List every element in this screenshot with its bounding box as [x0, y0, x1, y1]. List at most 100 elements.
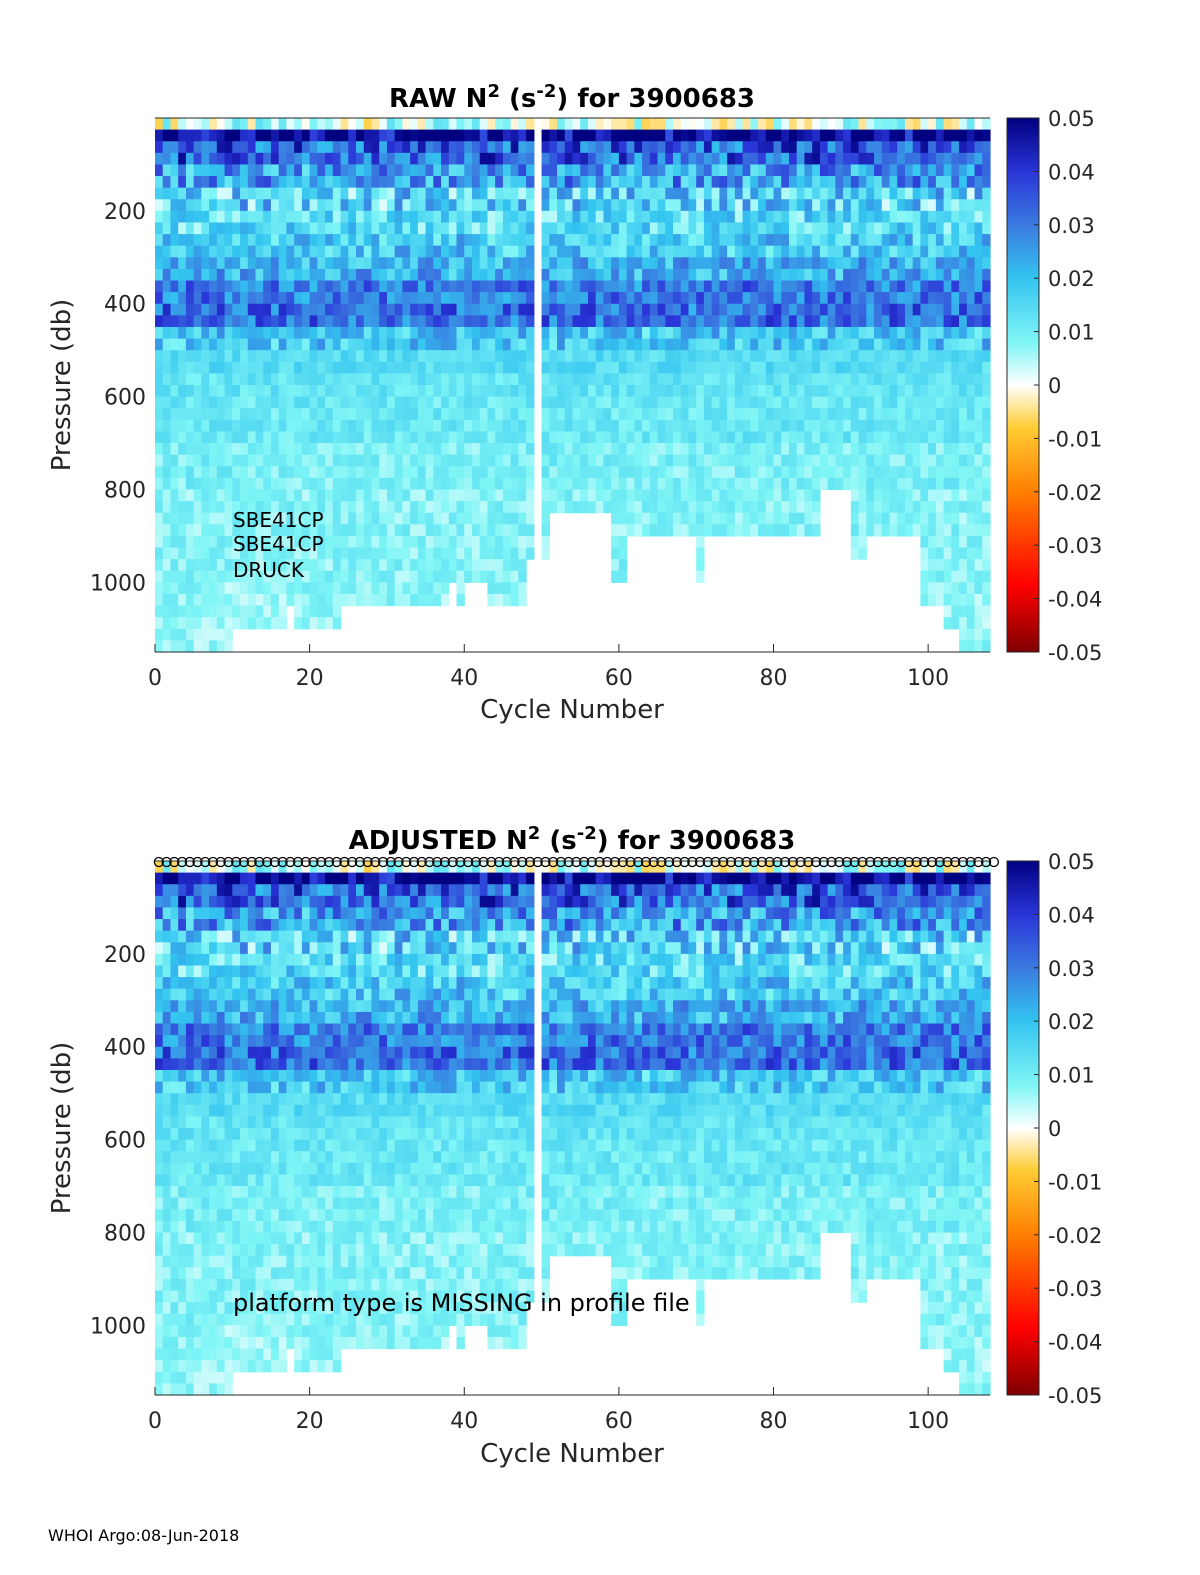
heatmap-cell — [966, 222, 976, 235]
heatmap-cell — [286, 326, 295, 340]
heatmap-cell — [603, 303, 612, 316]
heatmap-cell — [518, 199, 527, 212]
x-tick-label: 0 — [148, 666, 162, 691]
heatmap-cell — [325, 234, 334, 247]
heatmap-cell — [433, 408, 442, 421]
heatmap-cell — [309, 419, 318, 433]
heatmap-cell — [410, 454, 419, 467]
heatmap-cell — [301, 199, 311, 212]
heatmap-cell — [216, 1383, 226, 1396]
heatmap-cell — [155, 1151, 164, 1164]
heatmap-cell — [866, 187, 875, 200]
heatmap-cell — [193, 1023, 202, 1036]
heatmap-cell — [255, 280, 264, 293]
heatmap-cell — [193, 965, 202, 978]
heatmap-cell — [843, 303, 852, 316]
heatmap-cell — [502, 118, 512, 131]
heatmap-cell — [688, 326, 697, 340]
heatmap-cell — [410, 152, 419, 166]
heatmap-cell — [889, 338, 898, 351]
heatmap-cell — [185, 1046, 195, 1059]
heatmap-cell — [935, 593, 945, 607]
heatmap-cell — [611, 408, 620, 421]
heatmap-cell — [711, 222, 720, 235]
heatmap-cell — [781, 315, 790, 328]
heatmap-cell — [325, 292, 334, 305]
heatmap-cell — [595, 466, 605, 479]
heatmap-cell — [951, 443, 960, 456]
heatmap-cell — [232, 338, 241, 351]
heatmap-cell — [155, 1035, 164, 1048]
heatmap-cell — [309, 454, 318, 467]
heatmap-cell — [796, 373, 806, 386]
heatmap-cell — [634, 234, 643, 247]
heatmap-cell — [224, 373, 233, 386]
heatmap-cell — [247, 1081, 257, 1094]
heatmap-cell — [974, 350, 983, 363]
heatmap-cell — [193, 1058, 202, 1071]
heatmap-cell — [193, 1186, 202, 1199]
heatmap-cell — [703, 141, 713, 154]
heatmap-cell — [263, 965, 272, 978]
heatmap-cell — [155, 443, 164, 456]
heatmap-cell — [781, 268, 790, 282]
heatmap-cell — [510, 419, 519, 433]
heatmap-cell — [286, 129, 295, 142]
heatmap-cell — [487, 280, 496, 293]
heatmap-cell — [270, 129, 280, 142]
heatmap-cell — [216, 489, 226, 502]
heatmap-cell — [765, 338, 775, 351]
heatmap-cell — [951, 466, 960, 479]
heatmap-cell — [611, 303, 620, 316]
heatmap-cell — [904, 245, 914, 258]
heatmap-cell — [734, 210, 744, 224]
heatmap-cell — [162, 895, 172, 909]
heatmap-cell — [850, 454, 860, 467]
heatmap-cell — [232, 617, 241, 630]
heatmap-cell — [178, 547, 187, 560]
heatmap-cell — [456, 199, 465, 212]
heatmap-cell — [340, 315, 349, 328]
heatmap-cell — [742, 152, 751, 166]
heatmap-cell — [889, 199, 898, 212]
heatmap-cell — [634, 187, 643, 200]
heatmap-cell — [286, 524, 295, 537]
heatmap-cell — [278, 361, 288, 374]
heatmap-cell — [765, 477, 775, 491]
heatmap-cell — [982, 326, 991, 340]
heatmap-cell — [819, 187, 829, 200]
heatmap-cell — [325, 164, 334, 177]
heatmap-cell — [796, 524, 806, 537]
heatmap-cell — [301, 593, 311, 607]
heatmap-cell — [587, 280, 597, 293]
heatmap-cell — [611, 466, 620, 479]
heatmap-cell — [796, 431, 806, 444]
heatmap-cell — [371, 245, 380, 258]
heatmap-cell — [719, 524, 728, 537]
heatmap-cell — [479, 338, 489, 351]
heatmap-cell — [379, 512, 388, 525]
heatmap-cell — [904, 396, 914, 409]
heatmap-cell — [240, 1011, 249, 1025]
heatmap-cell — [526, 176, 535, 189]
heatmap-cell — [495, 338, 504, 351]
heatmap-cell — [920, 268, 929, 282]
heatmap-cell — [201, 1139, 210, 1152]
heatmap-cell — [240, 1244, 249, 1257]
heatmap-cell — [294, 466, 303, 479]
heatmap-cell — [634, 118, 643, 131]
heatmap-cell — [170, 988, 179, 1001]
heatmap-cell — [340, 535, 349, 549]
heatmap-cell — [966, 152, 976, 166]
heatmap-cell — [889, 118, 898, 131]
heatmap-cell — [224, 315, 233, 328]
heatmap-cell — [727, 431, 736, 444]
heatmap-cell — [240, 895, 249, 909]
heatmap-cell — [897, 199, 906, 212]
heatmap-cell — [263, 1302, 272, 1315]
heatmap-cell — [224, 152, 233, 166]
heatmap-cell — [464, 396, 473, 409]
heatmap-cell — [178, 1255, 187, 1268]
heatmap-cell — [904, 431, 914, 444]
heatmap-cell — [665, 338, 674, 351]
